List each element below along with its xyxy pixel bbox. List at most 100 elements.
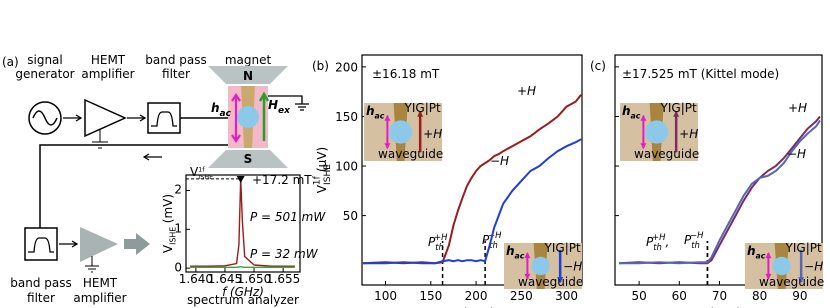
arrow — [124, 233, 150, 255]
threshold-label-base: P — [684, 233, 692, 247]
x-axis-label-base: f — [222, 285, 228, 299]
wire — [39, 144, 228, 228]
annotation: ±17.525 mT (Kittel mode) — [622, 67, 779, 81]
sine — [32, 110, 58, 126]
magnet-pole — [208, 150, 288, 168]
series-label: +H — [517, 84, 536, 98]
y-tick-label: 0 — [174, 260, 182, 274]
inset-hac-label-sub: ac — [375, 112, 385, 121]
x-tick-label: 250 — [510, 289, 533, 303]
amplifier — [80, 227, 118, 262]
inset-hac-label-base: h — [747, 244, 756, 258]
y-tick-label: 200 — [335, 60, 358, 74]
arrow — [63, 114, 83, 122]
x-tick-label: 1.650 — [237, 272, 271, 286]
series-line — [619, 119, 821, 265]
x-tick-label: 50 — [631, 289, 646, 303]
x-tick-label: 300 — [555, 289, 578, 303]
x-axis-label: P(mW) — [450, 306, 494, 308]
inset-hac-label: hac — [506, 244, 525, 261]
threshold-label: Pth−H — [482, 230, 502, 250]
inset-hac-label: hac — [747, 244, 766, 261]
y-axis-label-sub: ISHE — [169, 227, 178, 245]
x-tick-label: 1.640 — [179, 272, 213, 286]
x-tick-label: 100 — [374, 289, 397, 303]
y-axis-label-sub: ISHE — [323, 164, 333, 185]
inset-hac-arrow-head — [640, 114, 647, 121]
series-label: −H — [787, 147, 806, 161]
inset-hac-label-base: h — [506, 244, 515, 258]
y-tick-label: 2 — [174, 183, 182, 197]
series-label: +H — [788, 101, 807, 115]
filter — [147, 102, 181, 134]
threshold-label: Pth−H — [684, 230, 704, 250]
label: band pass — [10, 276, 71, 290]
threshold-label-sup: −H — [488, 230, 502, 240]
threshold-label: Pth+H — [428, 232, 448, 252]
peak-label-base: V — [190, 165, 199, 179]
x-tick-label: 200 — [465, 289, 488, 303]
inset-field-label: −H — [563, 260, 582, 274]
threshold-label-base: P — [646, 235, 654, 249]
label-base: H — [268, 98, 278, 112]
annotation: +17.2 mT — [252, 173, 312, 187]
x-axis-label-unit: (mW) — [708, 306, 741, 308]
inset-hac-arrow-head — [384, 143, 391, 150]
label: HEMT — [83, 276, 118, 290]
x-tick-label: 70 — [712, 289, 727, 303]
panel-label: (c) — [590, 59, 606, 73]
inset-field-arrow-head — [798, 277, 805, 284]
inset-field-label: +H — [679, 127, 698, 141]
ground — [85, 256, 99, 273]
series-label: −H — [490, 154, 509, 168]
y-axis-label-base: V — [161, 244, 175, 253]
label: signal — [27, 53, 63, 67]
inset-sample — [645, 120, 669, 144]
inset-hac-arrow-head — [640, 143, 647, 150]
x-axis-label-base: P — [450, 306, 458, 308]
inset-hac-arrow-head — [765, 273, 772, 280]
label: amplifier — [73, 291, 126, 305]
peak-label: VISHE1f — [190, 165, 213, 181]
inset-field-arrow-head — [673, 110, 680, 117]
inset-hac-label-base: h — [622, 104, 631, 118]
inset-hac-label-sub: ac — [631, 112, 641, 121]
y-tick-label: 50 — [343, 209, 358, 223]
ground — [92, 129, 108, 149]
annotation: ±16.18 mT — [372, 67, 440, 81]
label: amplifier — [81, 67, 134, 81]
inset-waveguide-label: waveguide — [759, 275, 824, 289]
label-base: h — [211, 101, 220, 115]
series-label: P = 501 mW — [250, 210, 326, 224]
inset-hac-label-base: h — [366, 104, 375, 118]
threshold-label-base: P — [482, 233, 490, 247]
y-tick-label: 150 — [335, 110, 358, 124]
inset-sample — [531, 256, 550, 276]
label: HEMT — [91, 53, 126, 67]
y-axis-label: VISHE1f (μV) — [313, 147, 334, 193]
inset-waveguide-label: waveguide — [378, 147, 443, 161]
x-tick-label: 80 — [752, 289, 767, 303]
label: filter — [27, 291, 55, 305]
inset-hac-label-sub: ac — [515, 252, 525, 261]
hac-arrow — [231, 93, 241, 143]
filter-symbol — [151, 111, 177, 127]
plot-frame — [361, 54, 583, 286]
x-axis-label: P(mW) — [696, 306, 740, 308]
filter-symbol — [28, 237, 54, 253]
peak-label-sub: ISHE — [198, 173, 213, 181]
x-tick-label: 1.645 — [208, 272, 242, 286]
amplifier — [84, 98, 127, 138]
peak-marker — [236, 176, 245, 183]
threshold-label-sub: th — [653, 242, 662, 252]
y-axis-label: VISHE (mV) — [161, 194, 178, 253]
inset-sample-label: YIG|Pt — [544, 241, 581, 255]
series-line — [362, 138, 582, 265]
label-sub: ac — [220, 109, 232, 119]
x-axis-label-unit: (GHz) — [230, 285, 264, 299]
y-axis-label-sup: 1f — [313, 175, 323, 185]
inset-field-arrow-head — [417, 110, 424, 117]
inset-sample-label: YIG|Pt — [660, 101, 697, 115]
x-tick-label: 1.655 — [266, 272, 300, 286]
arrow — [127, 114, 147, 122]
